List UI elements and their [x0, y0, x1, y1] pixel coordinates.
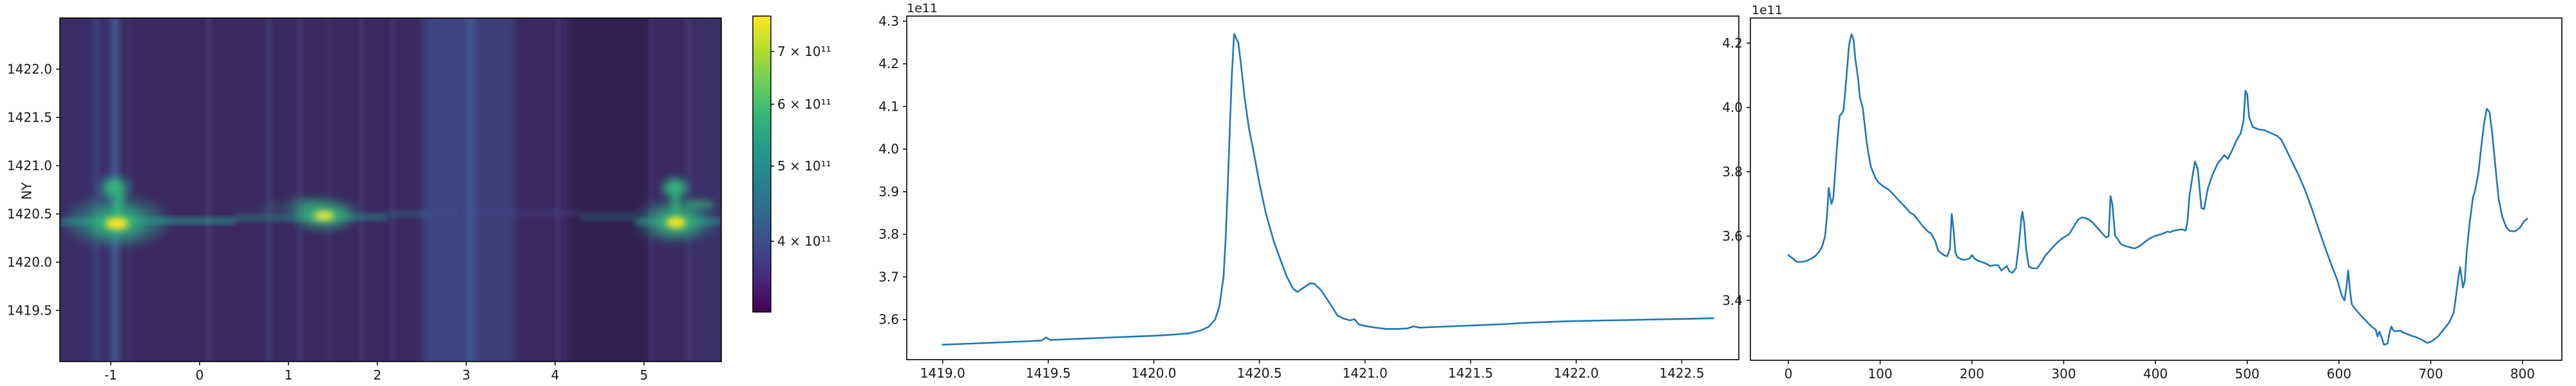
- heatmap-stripe: [298, 18, 303, 362]
- spectrum-xticklabel: 1419.0: [920, 365, 965, 381]
- heatmap-image: [60, 18, 721, 362]
- heatmap-ylabel: NY: [19, 182, 35, 200]
- colorbar-ticklabel: 6 × 10¹¹: [777, 96, 831, 112]
- heatmap-xticklabel: 2: [374, 367, 382, 383]
- timeseries-xticklabel: 800: [2510, 366, 2535, 381]
- heatmap-blob: [665, 180, 685, 196]
- heatmap-yticklabel: 1419.5: [7, 303, 52, 318]
- heatmap-blob: [666, 217, 686, 228]
- timeseries-svg: 0 100 200 300 400 500 600 700 800 3.4 3.6 3.8 4.0 4.2: [1722, 17, 2562, 381]
- heatmap-emission-line: [386, 211, 431, 217]
- heatmap-yticklabel: 1420.0: [7, 255, 52, 270]
- timeseries-xticklabel: 500: [2235, 366, 2259, 381]
- heatmap-stripe: [392, 18, 395, 362]
- heatmap-xticklabel: -1: [104, 367, 117, 383]
- heatmap-axes: -1 0 1 2 3 4 5 1422.0 1421.5 1421.0 1420.5 1420.0 14…: [7, 17, 722, 383]
- timeseries-yticklabel: 3.8: [1722, 164, 1743, 179]
- timeseries-yticklabel: 3.4: [1722, 293, 1743, 308]
- heatmap-blob: [105, 217, 129, 230]
- spectrum-spines: [906, 15, 1739, 360]
- colorbar: 7 × 10¹¹ 6 × 10¹¹ 5 × 10¹¹ 4 × 10¹¹: [752, 15, 855, 313]
- heatmap-emission-line: [235, 215, 298, 221]
- timeseries-yticklabel: 4.0: [1722, 100, 1743, 115]
- spectrum-yticklabel: 3.6: [878, 312, 899, 327]
- heatmap-yticklabel: 1422.0: [7, 62, 52, 77]
- spectrum-yticklabel: 3.9: [878, 184, 899, 199]
- heatmap-blob: [671, 190, 681, 218]
- spectrum-svg: 1419.0 1419.5 1420.0 1420.5 1421.0 1421.5 1422…: [878, 14, 1739, 381]
- heatmap-stripe: [556, 18, 560, 362]
- heatmap-yticklabel: 1421.5: [7, 110, 52, 125]
- timeseries-xticklabel: 400: [2143, 366, 2168, 381]
- heatmap-emission-line: [106, 218, 236, 223]
- spectrum-xticklabel: 1422.0: [1554, 365, 1599, 381]
- heatmap-blob: [113, 190, 124, 219]
- heatmap-blob: [289, 199, 328, 213]
- spectrum-yticklabel: 4.0: [878, 142, 899, 157]
- timeseries-xticklabel: 200: [1960, 366, 1984, 381]
- heatmap-stripe: [360, 18, 363, 362]
- heatmap-stripe: [567, 18, 650, 362]
- heatmap-xticklabel: 0: [196, 367, 204, 383]
- heatmap-stripe: [649, 18, 653, 362]
- spectrum-xticklabel: 1420.5: [1237, 365, 1282, 381]
- colorbar-ticklabel: 4 × 10¹¹: [777, 234, 831, 249]
- timeseries-xticklabel: 600: [2327, 366, 2351, 381]
- timeseries-xticklabel: 100: [1868, 366, 1892, 381]
- heatmap-emission-line: [430, 210, 582, 216]
- heatmap-svg: -1 0 1 2 3 4 5 1422.0 1421.5 1421.0 1420.5 1420.0 14…: [7, 17, 722, 383]
- heatmap-stripe: [267, 18, 271, 362]
- timeseries-xticklabel: 0: [1785, 366, 1793, 381]
- heatmap-spines: [59, 17, 722, 362]
- heatmap-stripe: [207, 18, 211, 362]
- timeseries-spines: [1750, 17, 2562, 361]
- spectrum-xticklabel: 1420.0: [1132, 365, 1177, 381]
- spectrum-xticklabel: 1421.5: [1448, 365, 1493, 381]
- heatmap-xticklabel: 5: [640, 367, 649, 383]
- spectrum-xticklabel: 1422.5: [1659, 365, 1704, 381]
- heatmap-xticklabel: 1: [285, 367, 293, 383]
- timeseries-yticklabel: 3.6: [1722, 228, 1743, 244]
- heatmap-xticklabel: 3: [462, 367, 471, 383]
- spectrum-offset-label: 1e11: [907, 1, 938, 15]
- heatmap-yticklabel: 1420.5: [7, 207, 52, 222]
- spectrum-yticklabel: 3.8: [878, 226, 899, 242]
- heatmap-emission-line: [582, 214, 636, 219]
- heatmap-stripe: [465, 18, 477, 362]
- heatmap-stripe: [694, 18, 721, 362]
- spectrum-xticklabel: 1421.0: [1343, 365, 1388, 381]
- spectrum-yticklabel: 4.2: [878, 56, 899, 71]
- heatmap-stripe: [427, 18, 461, 362]
- colorbar-svg: 7 × 10¹¹ 6 × 10¹¹ 5 × 10¹¹ 4 × 10¹¹: [752, 15, 831, 313]
- colorbar-ticklabel: 7 × 10¹¹: [777, 44, 831, 59]
- heatmap-xticklabel: 4: [551, 367, 560, 383]
- spectrum-yticklabel: 4.1: [878, 98, 899, 114]
- timeseries-yticklabel: 4.2: [1722, 35, 1743, 51]
- colorbar-ticklabel: 5 × 10¹¹: [777, 158, 831, 174]
- heatmap-yticklabel: 1421.0: [7, 158, 52, 174]
- timeseries-axes: 0 100 200 300 400 500 600 700 800 3.4 3.6 3.8 4.0 4.2: [1722, 17, 2562, 381]
- colorbar-gradient: [752, 15, 772, 313]
- timeseries-line: [1787, 33, 2528, 346]
- spectrum-yticklabel: 3.7: [878, 269, 899, 284]
- timeseries-xticklabel: 700: [2418, 366, 2443, 381]
- heatmap-stripe: [327, 18, 330, 362]
- heatmap-blob: [314, 211, 335, 221]
- spectrum-axes: 1419.0 1419.5 1420.0 1420.5 1421.0 1421.5 1422…: [878, 14, 1739, 381]
- timeseries-offset-label: 1e11: [1752, 3, 1783, 17]
- spectrum-xticklabel: 1419.5: [1026, 365, 1071, 381]
- spectrum-line: [942, 33, 1714, 346]
- timeseries-xticklabel: 300: [2051, 366, 2076, 381]
- heatmap-stripe: [93, 18, 99, 362]
- spectrum-yticklabel: 4.3: [878, 14, 899, 29]
- heatmap-blob: [683, 199, 715, 209]
